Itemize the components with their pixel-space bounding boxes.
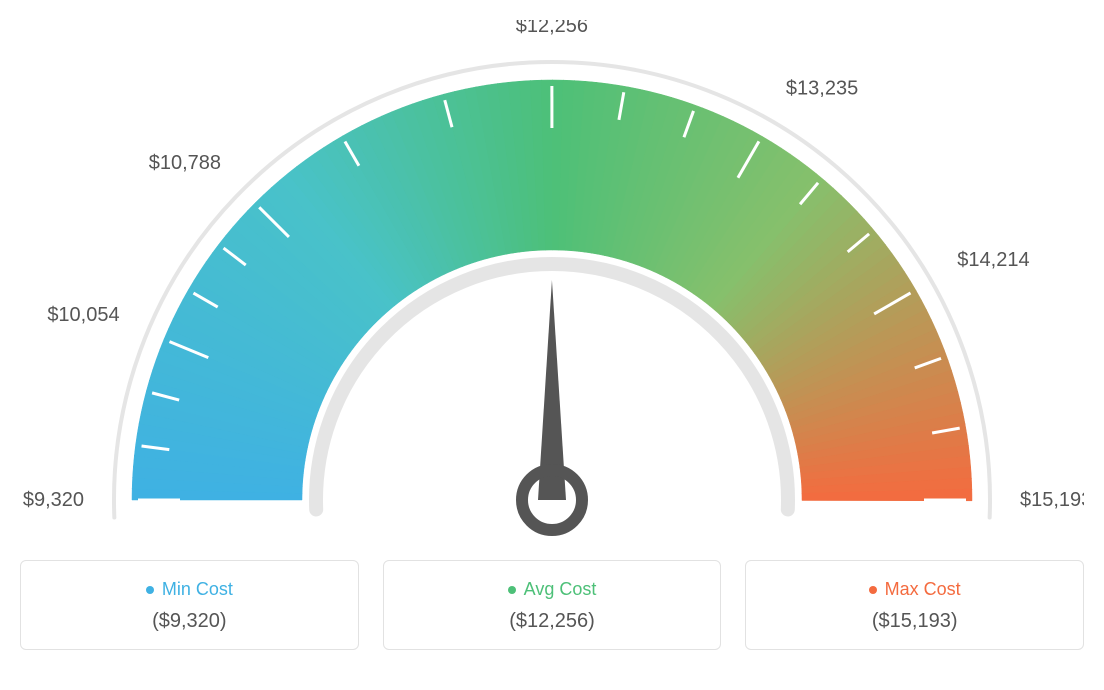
gauge-tick-label: $10,788 <box>149 152 221 174</box>
legend-dot-max <box>869 586 877 594</box>
gauge-svg: $9,320 $10,054 $10,788 $12,256 $13,235 $14,21… <box>20 20 1084 540</box>
gauge-tick-label: $12,256 <box>516 20 588 37</box>
legend-row: Min Cost ($9,320) Avg Cost ($12,256) Max… <box>20 560 1084 650</box>
gauge-tick-label: $15,193 <box>1020 489 1084 511</box>
legend-title-max: Max Cost <box>869 579 961 600</box>
gauge-tick-label: $10,054 <box>47 304 119 326</box>
legend-title-min: Min Cost <box>146 579 233 600</box>
gauge-chart: $9,320 $10,054 $10,788 $12,256 $13,235 $14,21… <box>20 20 1084 540</box>
legend-card-avg: Avg Cost ($12,256) <box>383 560 722 650</box>
legend-title-text-max: Max Cost <box>885 579 961 600</box>
legend-value-min: ($9,320) <box>33 610 346 633</box>
legend-dot-avg <box>508 586 516 594</box>
gauge-tick-label: $13,235 <box>786 78 858 100</box>
legend-card-min: Min Cost ($9,320) <box>20 560 359 650</box>
legend-value-max: ($15,193) <box>758 610 1071 633</box>
legend-title-text-min: Min Cost <box>162 579 233 600</box>
gauge-tick-label: $9,320 <box>23 489 84 511</box>
legend-title-avg: Avg Cost <box>508 579 597 600</box>
gauge-tick-label: $14,214 <box>957 249 1029 271</box>
legend-dot-min <box>146 586 154 594</box>
legend-value-avg: ($12,256) <box>396 610 709 633</box>
legend-card-max: Max Cost ($15,193) <box>745 560 1084 650</box>
legend-title-text-avg: Avg Cost <box>524 579 597 600</box>
